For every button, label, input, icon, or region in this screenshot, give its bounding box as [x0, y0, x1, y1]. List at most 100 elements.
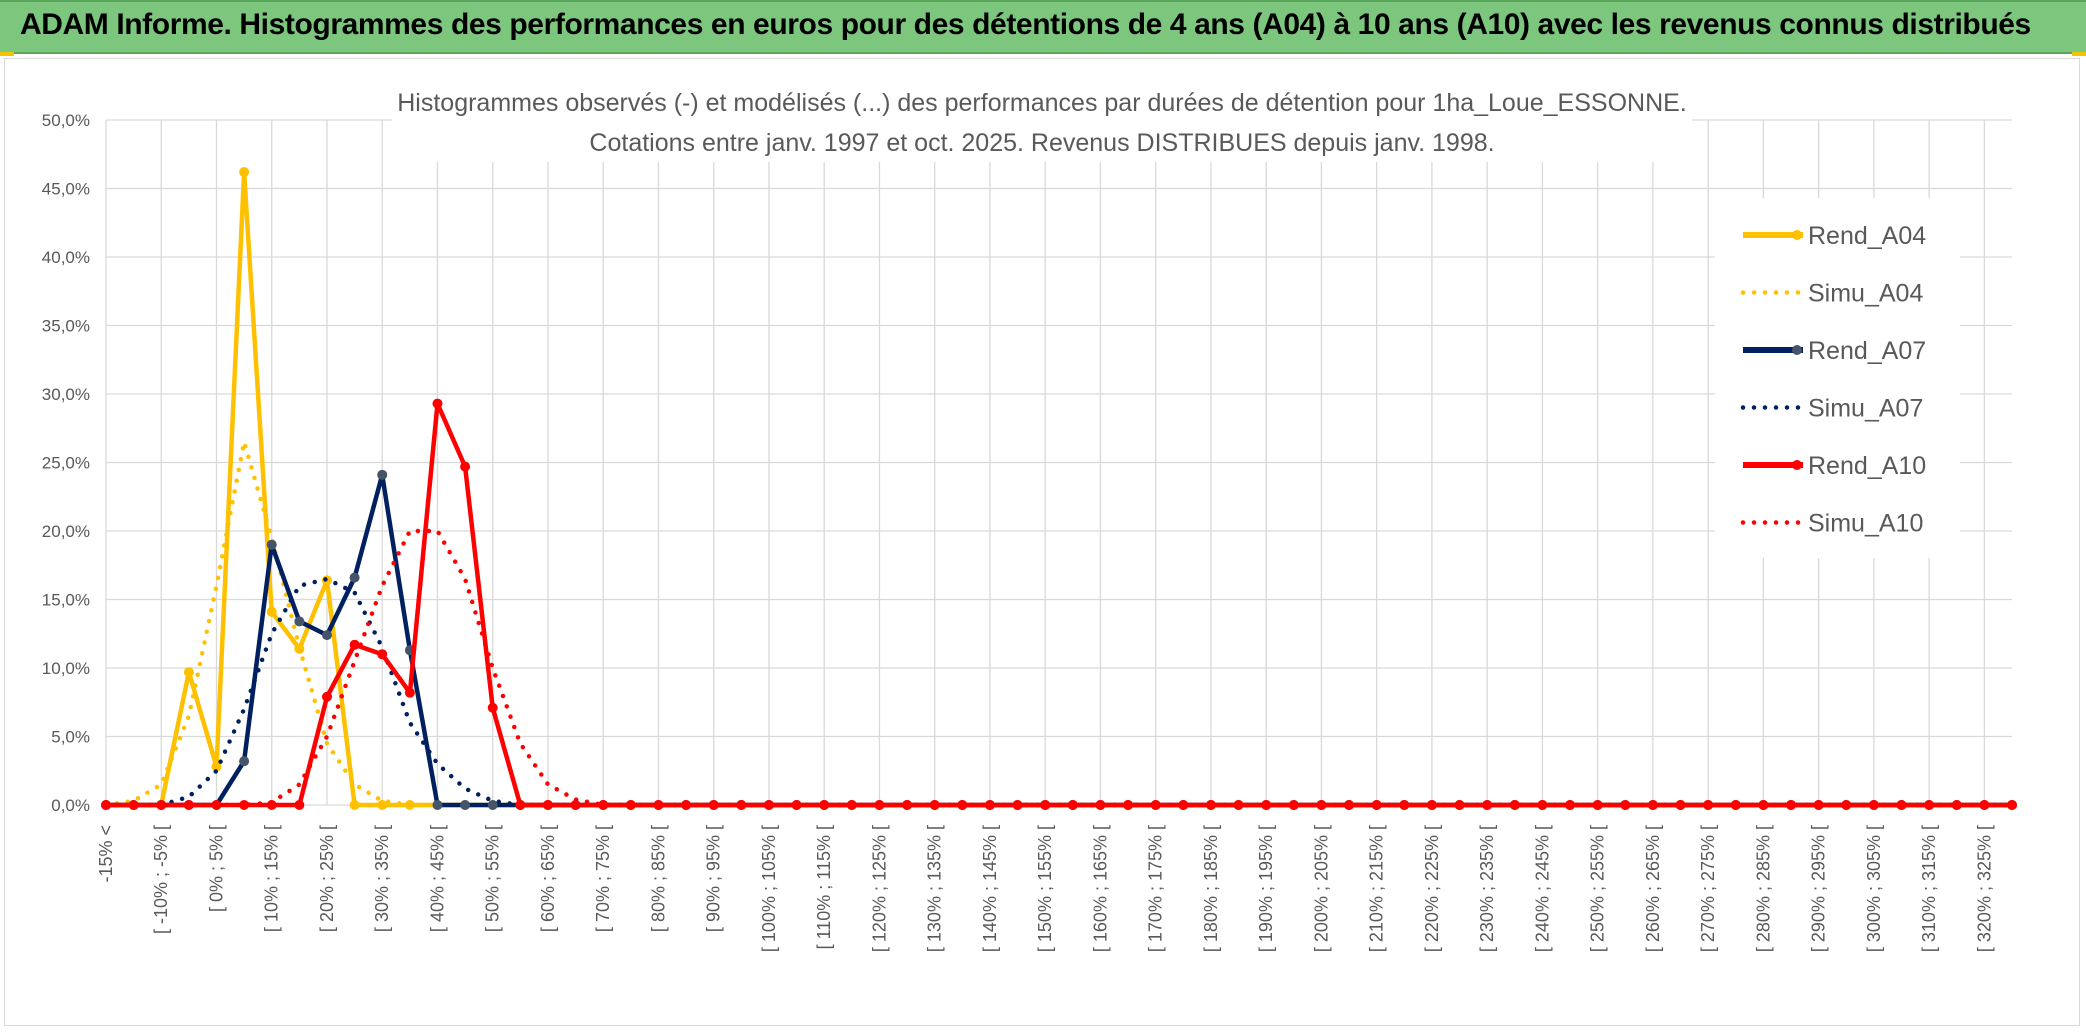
x-tick-label: [ 60% ; 65% [ [538, 825, 558, 932]
series-line-Simu_A10 [103, 528, 2015, 808]
series-point-Rend_A07 [460, 800, 471, 810]
series-point-Rend_A04 [377, 800, 388, 810]
chart-title-line-1: Histogrammes observés (-) et modélisés (… [397, 89, 1687, 117]
series-point-Rend_A07 [432, 800, 443, 810]
x-tick-label: [ 150% ; 155% [ [1035, 825, 1055, 952]
series-point-Rend_A10 [1150, 800, 1161, 810]
x-tick-label: [ -10% ; -5% [ [151, 825, 171, 934]
x-tick-label: [ 10% ; 15% [ [262, 825, 282, 932]
series-point-Rend_A10 [1205, 800, 1216, 810]
y-tick-label: 10,0% [42, 659, 90, 678]
series-point-Rend_A07 [377, 469, 388, 480]
y-tick-label: 35,0% [42, 317, 90, 336]
series-point-Rend_A10 [321, 691, 332, 702]
series-point-Rend_A10 [432, 398, 443, 409]
series-point-Rend_A07 [487, 800, 498, 810]
series-point-Rend_A04 [211, 761, 222, 772]
series-point-Rend_A10 [1841, 800, 1852, 810]
x-tick-label: [ 200% ; 205% [ [1311, 825, 1331, 952]
series-point-Rend_A10 [1123, 800, 1134, 810]
y-tick-label: 5,0% [51, 728, 90, 747]
x-tick-label: [ 140% ; 145% [ [980, 825, 1000, 952]
series-point-Rend_A10 [515, 800, 526, 810]
series-point-Rend_A10 [128, 800, 139, 810]
series-point-Rend_A07 [321, 630, 332, 641]
x-tick-label: [ 120% ; 125% [ [869, 825, 889, 952]
series-point-Rend_A10 [1675, 800, 1686, 810]
legend-marker [1792, 345, 1802, 355]
title-banner: ADAM Informe. Histogrammes des performan… [0, 0, 2086, 54]
series-point-Rend_A10 [1454, 800, 1465, 810]
x-tick-label: [ 240% ; 245% [ [1532, 825, 1552, 952]
series-point-Rend_A07 [266, 539, 277, 550]
x-tick-label: [ 190% ; 195% [ [1256, 825, 1276, 952]
x-tick-label: -15% < [96, 825, 116, 883]
x-tick-label: [ 210% ; 215% [ [1367, 825, 1387, 952]
series-point-Rend_A10 [984, 800, 995, 810]
series-point-Rend_A10 [542, 800, 553, 810]
series-point-Rend_A10 [460, 461, 471, 472]
series-point-Rend_A10 [929, 800, 940, 810]
series-point-Rend_A10 [1288, 800, 1299, 810]
series-point-Rend_A10 [2007, 800, 2017, 810]
series-point-Rend_A10 [653, 800, 664, 810]
y-tick-label: 50,0% [42, 111, 90, 130]
x-tick-label: [ 300% ; 305% [ [1864, 825, 1884, 952]
series-point-Rend_A10 [708, 800, 719, 810]
series-point-Rend_A04 [239, 167, 250, 178]
legend-label: Rend_A04 [1808, 222, 1926, 250]
series-point-Rend_A10 [1565, 800, 1576, 810]
series-point-Rend_A10 [404, 687, 415, 698]
series-point-Rend_A10 [1730, 800, 1741, 810]
y-tick-label: 45,0% [42, 180, 90, 199]
x-tick-label: [ 40% ; 45% [ [427, 825, 447, 932]
x-tick-label: [ 170% ; 175% [ [1146, 825, 1166, 952]
x-tick-label: [ 90% ; 95% [ [704, 825, 724, 932]
series-point-Rend_A10 [819, 800, 830, 810]
series-point-Rend_A10 [598, 800, 609, 810]
x-tick-label: [ 80% ; 85% [ [648, 825, 668, 932]
chart-grid [105, 119, 2012, 806]
series-point-Rend_A07 [239, 756, 250, 767]
x-tick-label: [ 70% ; 75% [ [593, 825, 613, 932]
series-point-Rend_A10 [874, 800, 885, 810]
corner-accent-right [2072, 52, 2086, 56]
y-tick-label: 0,0% [51, 796, 90, 815]
legend-marker [1792, 460, 1802, 470]
series-point-Rend_A10 [763, 800, 774, 810]
x-tick-label: [ 310% ; 315% [ [1919, 825, 1939, 952]
x-tick-label: [ 290% ; 295% [ [1809, 825, 1829, 952]
series-point-Rend_A04 [183, 667, 194, 678]
chart-title-line-2: Cotations entre janv. 1997 et oct. 2025.… [589, 129, 1494, 157]
x-tick-label: [ 100% ; 105% [ [759, 825, 779, 952]
legend-label: Simu_A04 [1808, 280, 1923, 308]
series-point-Rend_A10 [1344, 800, 1355, 810]
series-point-Rend_A04 [349, 800, 360, 810]
series-point-Rend_A10 [1261, 800, 1272, 810]
legend-label: Simu_A07 [1808, 395, 1923, 423]
series-point-Rend_A10 [1509, 800, 1520, 810]
x-tick-label: [ 0% ; 5% [ [206, 825, 226, 912]
x-tick-label: [ 160% ; 165% [ [1090, 825, 1110, 952]
series-point-Rend_A07 [294, 616, 305, 627]
x-tick-label: [ 180% ; 185% [ [1201, 825, 1221, 952]
series-point-Rend_A10 [377, 649, 388, 660]
y-axis-ticks: 0,0% 5,0% 10,0% 15,0% 20,0% 25,0% 30,0% 35,0% 40… [42, 111, 90, 815]
series-point-Rend_A10 [1951, 800, 1962, 810]
series-point-Rend_A10 [570, 800, 581, 810]
x-tick-label: [ 230% ; 235% [ [1477, 825, 1497, 952]
series-point-Rend_A10 [1095, 800, 1106, 810]
x-axis-ticks: -15% < [ -10% ; -5% [ [ 0% ; 5% [ [ 10% ; 1… [96, 825, 1994, 952]
series-line-Simu_A07 [103, 576, 2015, 808]
y-tick-label: 15,0% [42, 591, 90, 610]
series-point-Rend_A10 [1620, 800, 1631, 810]
legend-label: Rend_A07 [1808, 337, 1926, 365]
series-point-Rend_A10 [1178, 800, 1189, 810]
x-tick-label: [ 280% ; 285% [ [1753, 825, 1773, 952]
x-tick-label: [ 270% ; 275% [ [1698, 825, 1718, 952]
y-tick-label: 20,0% [42, 522, 90, 541]
series-point-Rend_A10 [1786, 800, 1797, 810]
series-point-Rend_A10 [1040, 800, 1051, 810]
x-tick-label: [ 260% ; 265% [ [1643, 825, 1663, 952]
